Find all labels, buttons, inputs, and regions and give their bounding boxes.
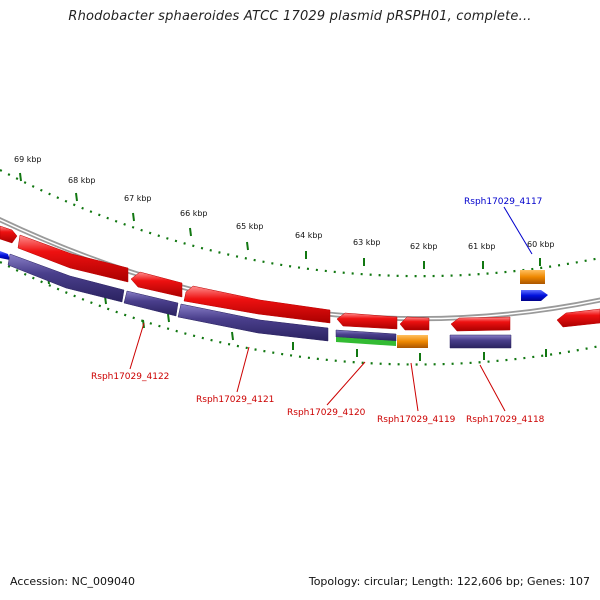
genome-summary-text: Topology: circular; Length: 122,606 bp; … <box>308 575 590 588</box>
reverse-strand-genes <box>0 251 512 349</box>
inner-scale-ticks <box>47 275 547 361</box>
outer-small-genes <box>520 270 548 301</box>
gene-label-rsph17029-4117[interactable]: Rsph17029_4117 <box>464 197 542 207</box>
scale-label-62kbp: 62 kbp <box>410 242 438 251</box>
gene-label-rsph17029-4118[interactable]: Rsph17029_4118 <box>466 415 545 425</box>
gene-arrow-red-7[interactable] <box>450 316 511 332</box>
gene-arrow-red-6[interactable] <box>399 316 430 331</box>
gene-label-rsph17029-4121[interactable]: Rsph17029_4121 <box>196 395 274 405</box>
gene-bar-purple-3[interactable] <box>177 303 329 342</box>
map-title: Rhodobacter sphaeroides ATCC 17029 plasm… <box>68 9 532 24</box>
gene-label-rsph17029-4120[interactable]: Rsph17029_4120 <box>287 408 366 418</box>
scale-label-66kbp: 66 kbp <box>180 209 208 218</box>
scale-label-67kbp: 67 kbp <box>124 194 152 203</box>
scale-label-61kbp: 61 kbp <box>468 242 496 251</box>
gene-bar-green[interactable] <box>336 337 396 346</box>
gene-arrow-blue-edge[interactable] <box>0 251 10 260</box>
scale-labels: 69 kbp 68 kbp 67 kbp 66 kbp 65 kbp 64 kb… <box>14 155 555 251</box>
gene-labels: Rsph17029_4117 Rsph17029_4118 Rsph17029_… <box>91 197 545 425</box>
gene-arrow-red-3[interactable] <box>130 271 183 298</box>
scale-label-64kbp: 64 kbp <box>295 231 323 240</box>
forward-strand-genes <box>0 225 600 332</box>
scale-label-65kbp: 65 kbp <box>236 222 264 231</box>
accession-text: Accession: NC_009040 <box>10 575 136 588</box>
gene-arrow-red-2[interactable] <box>17 234 129 283</box>
leader-lines <box>129 206 533 412</box>
outer-scale-ticks <box>19 172 541 269</box>
gene-arrow-red-8[interactable] <box>556 308 600 328</box>
gene-arrow-blue[interactable] <box>521 290 548 301</box>
gene-bar-orange-2[interactable] <box>520 270 545 284</box>
outer-scale-ring <box>0 169 600 278</box>
gene-arrow-red-4[interactable] <box>183 285 331 324</box>
scale-label-60kbp: 60 kbp <box>527 240 555 249</box>
gene-label-rsph17029-4119[interactable]: Rsph17029_4119 <box>377 415 456 425</box>
scale-label-69kbp: 69 kbp <box>14 155 42 164</box>
gene-bar-orange-1[interactable] <box>397 335 428 348</box>
scale-label-63kbp: 63 kbp <box>353 238 381 247</box>
scale-label-68kbp: 68 kbp <box>68 176 96 185</box>
gene-arrow-red-1[interactable] <box>0 225 18 244</box>
inner-scale-ring <box>0 261 600 366</box>
gene-label-rsph17029-4122[interactable]: Rsph17029_4122 <box>91 372 169 382</box>
gene-bar-purple-1[interactable] <box>7 253 125 303</box>
gene-arrow-red-5[interactable] <box>336 312 398 330</box>
gene-bar-purple-2[interactable] <box>123 290 179 317</box>
gene-bar-purple-5[interactable] <box>449 334 512 349</box>
